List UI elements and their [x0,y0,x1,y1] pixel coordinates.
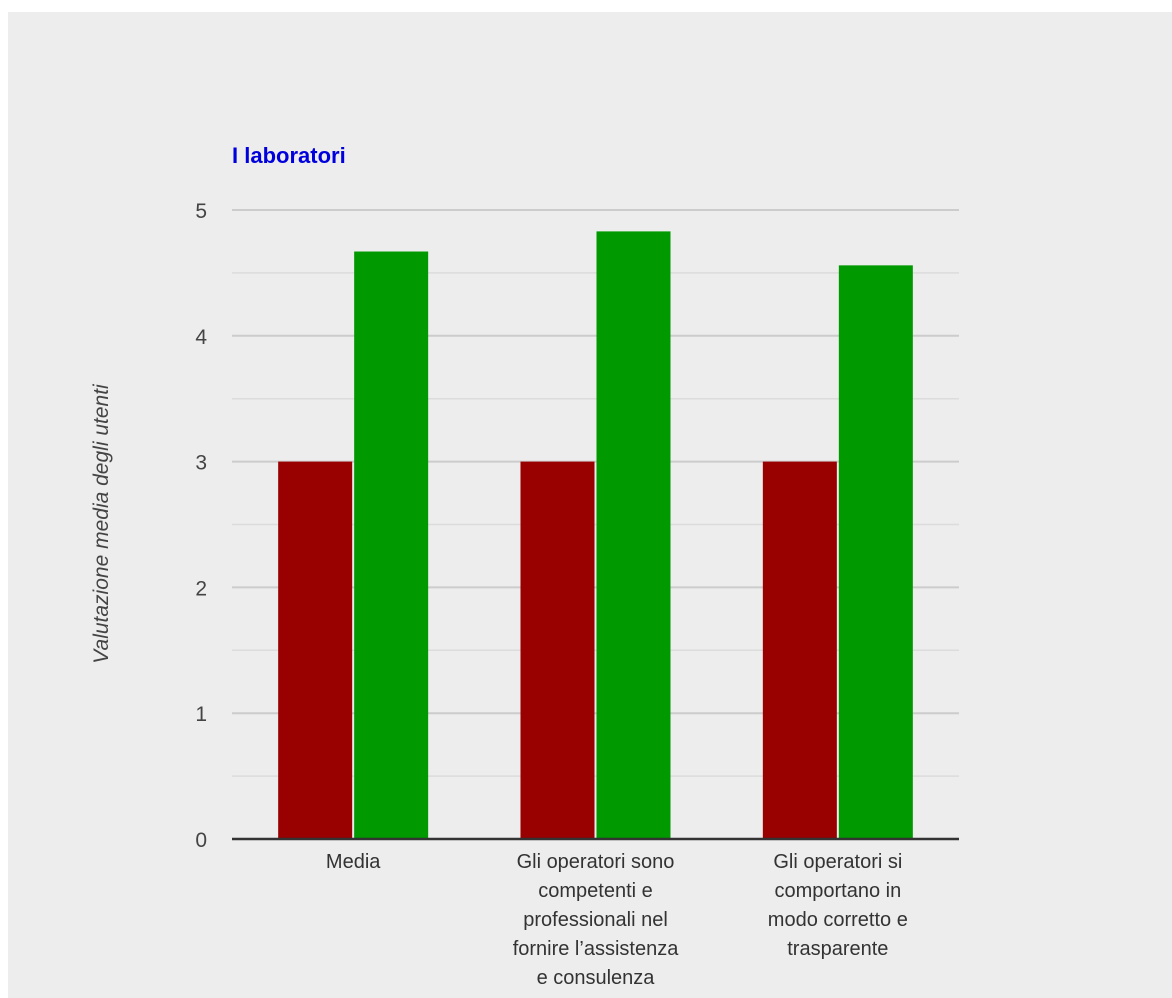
bars [232,231,959,841]
x-tick-label: Media [326,851,381,873]
y-tick-label: 4 [195,326,207,349]
y-tick-label: 0 [195,829,207,852]
bar-red [278,461,353,839]
chart-title: I laboratori [232,143,346,168]
x-tick-label: Gli operatori si comportano in modo corret… [768,851,908,960]
bar-red [762,461,837,839]
x-tick-labels: Media Gli operatori sono competenti e profe… [326,851,908,989]
y-tick-label: 5 [195,200,207,223]
gridlines [232,209,959,777]
x-tick-label: Gli operatori sono competenti e profession… [513,851,680,989]
y-tick-labels: 0 1 2 3 4 5 [195,200,207,852]
bar-green [354,251,429,839]
y-tick-label: 1 [195,703,207,726]
bar-red [520,461,595,839]
bar-green [596,231,671,840]
y-tick-label: 3 [195,452,207,475]
bar-green [838,265,913,839]
y-tick-label: 2 [195,577,207,600]
y-axis-label: Valutazione media degli utenti [90,383,113,664]
